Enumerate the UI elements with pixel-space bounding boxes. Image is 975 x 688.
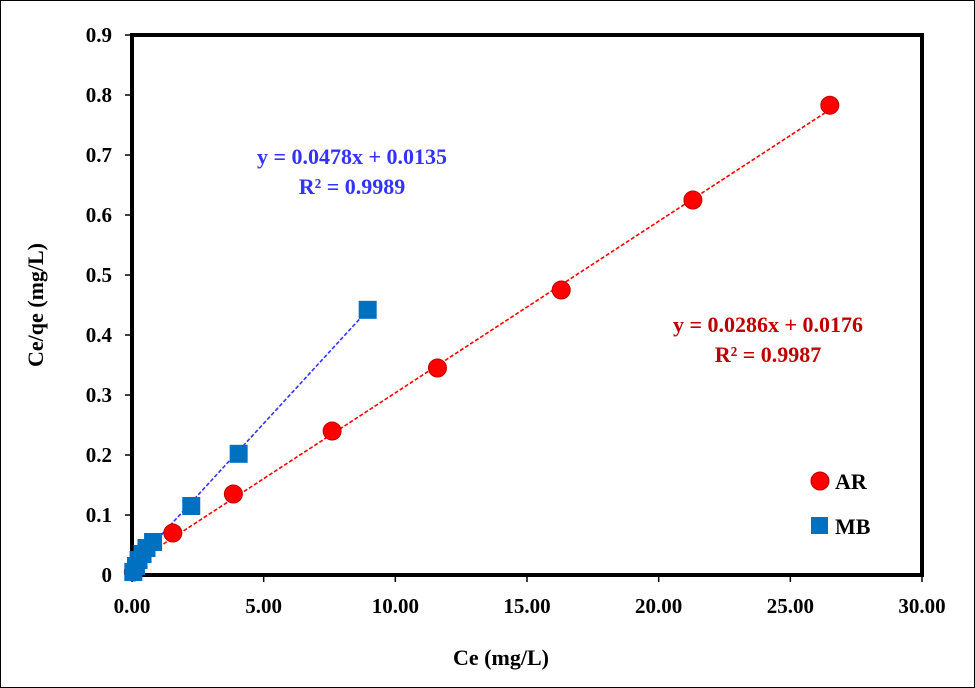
ar-point: [322, 421, 342, 441]
x-tick-label: 5.00: [245, 594, 282, 618]
y-tick-label: 0.7: [86, 143, 112, 167]
ar-point: [683, 190, 703, 210]
y-tick-label: 0: [102, 563, 113, 587]
y-tick-label: 0.2: [86, 443, 112, 467]
x-tick-label: 20.00: [635, 594, 682, 618]
x-tick-label: 10.00: [372, 594, 419, 618]
y-tick-label: 0.6: [86, 203, 112, 227]
mb-trendline: [132, 309, 369, 567]
legend-ar-label: AR: [835, 469, 868, 494]
y-tick-label: 0.9: [86, 23, 112, 47]
legend-mb-label: MB: [835, 514, 871, 539]
y-tick-label: 0.5: [86, 263, 112, 287]
y-tick-label: 0.3: [86, 383, 112, 407]
plot-area: [130, 33, 924, 577]
y-axis-label: Ce/qe (mg/L): [23, 243, 48, 367]
mb-point: [229, 444, 248, 463]
ar-point: [820, 95, 840, 115]
x-tick-label: 25.00: [767, 594, 814, 618]
x-tick-label: 15.00: [503, 594, 550, 618]
ar-point: [163, 523, 183, 543]
mb-point: [144, 533, 163, 551]
mb-equation: y = 0.0478x + 0.0135: [257, 144, 447, 169]
x-axis-label: Ce (mg/L): [453, 645, 549, 670]
mb-point: [358, 300, 377, 319]
legend-ar-marker: [810, 471, 830, 491]
y-tick-label: 0.8: [86, 83, 112, 107]
ar-equation: y = 0.0286x + 0.0176: [673, 312, 863, 337]
mb-point: [182, 497, 201, 515]
ar-r2: R² = 0.9987: [715, 342, 822, 367]
legend: AR MB: [810, 469, 871, 539]
x-tick-label: 0.00: [114, 594, 151, 618]
mb-r2: R² = 0.9989: [299, 174, 406, 199]
y-tick-label: 0.1: [86, 503, 112, 527]
ar-trendline: [132, 109, 831, 565]
ar-point: [223, 484, 243, 504]
x-tick-label: 30.00: [898, 594, 945, 618]
legend-mb-marker: [811, 517, 828, 534]
ar-point: [427, 358, 447, 378]
ar-point: [551, 280, 571, 300]
y-tick-label: 0.4: [86, 323, 113, 347]
